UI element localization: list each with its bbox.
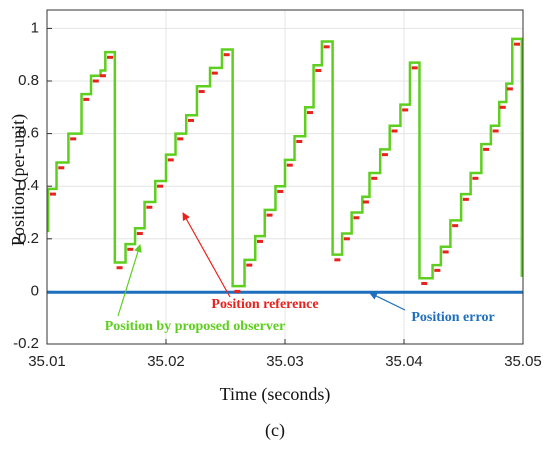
y-tick-label: 0.8: [18, 72, 39, 89]
x-tick-label: 35.04: [385, 353, 423, 370]
x-tick-label: 35.03: [266, 353, 304, 370]
legend-label: Position reference: [211, 297, 318, 312]
x-tick-label: 35.01: [28, 353, 66, 370]
caption: (c): [265, 420, 285, 441]
y-tick-label: 0.2: [18, 230, 39, 247]
annotation-arrow: [182, 212, 231, 298]
y-axis-label: Position (per-unit): [8, 114, 29, 246]
y-tick-label: 0.4: [18, 177, 39, 194]
y-tick-label: -0.2: [13, 335, 39, 352]
legend-label: Position by proposed observer: [105, 319, 286, 334]
series: [46, 37, 524, 288]
annotation-arrow: [369, 292, 406, 311]
series: [49, 42, 521, 293]
x-tick-label: 35.02: [147, 353, 185, 370]
x-axis-label: Time (seconds): [220, 384, 331, 405]
y-tick-label: 0.6: [18, 125, 39, 142]
legend-label: Position error: [411, 310, 494, 325]
line-steps-post: [46, 37, 524, 288]
y-tick-label: 0: [31, 282, 39, 299]
annotation-arrow: [117, 244, 142, 317]
x-tick-label: 35.05: [504, 353, 542, 370]
y-tick-label: 1: [31, 19, 39, 36]
plot-frame: [46, 9, 524, 345]
